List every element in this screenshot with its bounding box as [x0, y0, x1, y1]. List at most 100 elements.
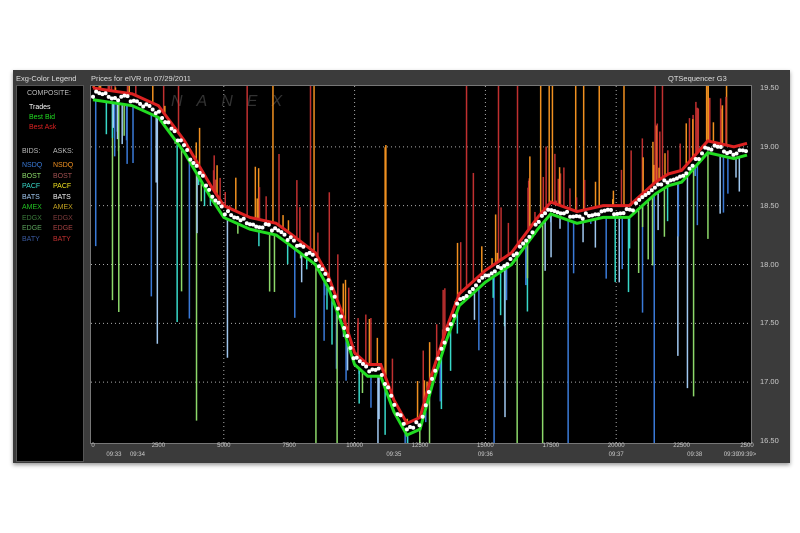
time-tick-label: 09:39>	[737, 452, 757, 458]
x-tick-label: 15000	[477, 443, 494, 449]
legend-ask-nsdq: NSDQ	[53, 162, 74, 169]
x-tick-label: 7500	[282, 443, 296, 449]
legend-bid-amex: AMEX	[22, 204, 42, 211]
trade-point	[743, 149, 748, 154]
trade-point	[219, 204, 224, 209]
time-tick-label: 09:37	[608, 452, 624, 458]
trade-point	[505, 262, 510, 267]
trade-point	[329, 286, 334, 291]
trade-point	[354, 355, 359, 360]
trade-point	[467, 289, 472, 294]
trade-point	[191, 160, 196, 165]
trade-point	[458, 297, 463, 302]
trade-point	[674, 176, 679, 181]
trade-point	[301, 244, 306, 249]
legend-ask-edge: EDGE	[53, 225, 73, 232]
trade-point	[125, 94, 130, 99]
trade-point	[263, 222, 268, 227]
trade-point	[662, 178, 667, 183]
trade-point	[370, 367, 375, 372]
trade-point	[185, 147, 190, 152]
trade-point	[357, 359, 362, 364]
trade-point	[514, 251, 519, 256]
trade-point	[379, 372, 384, 377]
trade-point	[389, 393, 394, 398]
x-tick-label: 17500	[542, 443, 560, 449]
x-tick-label: 2500	[740, 443, 754, 449]
x-tick-label: 22500	[673, 443, 690, 449]
trade-point	[637, 197, 642, 202]
trade-point	[470, 287, 475, 292]
trade-point	[690, 163, 695, 168]
best-ask-line	[92, 86, 748, 426]
trade-point	[304, 252, 309, 257]
trade-point	[546, 207, 551, 212]
trade-point	[721, 149, 726, 154]
chart-title: Prices for eIVR on 07/29/2011	[91, 74, 191, 83]
trade-point	[495, 264, 500, 269]
legend-bid-bost: BOST	[22, 172, 42, 180]
legend-ask-pacf: PACF	[53, 183, 72, 190]
legend-bid-nsdq: NSDQ	[22, 162, 43, 169]
legend-ask-amex: AMEX	[53, 204, 73, 211]
trade-point	[342, 325, 347, 330]
trade-point	[172, 129, 177, 134]
x-tick-label: 5000	[217, 443, 231, 449]
legend-item-best-ask: Best Ask	[29, 124, 57, 131]
trade-point	[492, 269, 497, 274]
trade-point	[257, 225, 262, 230]
legend-bid-edgx: EDGX	[22, 214, 42, 222]
trade-point	[445, 327, 450, 332]
time-tick-label: 09:38	[687, 452, 703, 458]
trade-point	[138, 101, 143, 106]
trade-point	[276, 228, 281, 233]
trade-point	[244, 221, 249, 226]
legend-item-best-bid: Best Bid	[29, 114, 56, 121]
trade-point	[640, 195, 645, 200]
trade-point	[577, 214, 582, 219]
trade-point	[693, 156, 698, 161]
trade-point	[156, 109, 161, 114]
x-tick-label: 2500	[151, 443, 166, 449]
trade-point	[298, 243, 303, 248]
trade-point	[442, 340, 447, 345]
trade-point	[706, 146, 711, 151]
trade-point	[555, 210, 560, 215]
trade-point	[323, 271, 328, 276]
legend-ask-bost: BOST	[53, 172, 73, 180]
trade-point	[100, 92, 105, 97]
trade-point	[360, 361, 365, 366]
trade-point	[106, 94, 111, 99]
trade-point	[681, 173, 686, 178]
trade-point	[536, 219, 541, 224]
trade-point	[618, 211, 623, 216]
trade-point	[731, 152, 736, 157]
trade-point	[411, 425, 416, 430]
trade-point	[207, 187, 212, 192]
trade-point	[175, 138, 180, 143]
legend-bid-baty: BATY	[22, 235, 40, 243]
y-tick-label: 19.00	[760, 141, 779, 151]
trade-point	[364, 364, 369, 369]
trade-point	[734, 151, 739, 156]
trade-point	[160, 116, 165, 121]
trade-point	[150, 107, 155, 112]
y-tick-label: 17.50	[760, 318, 779, 328]
trade-point	[709, 147, 714, 152]
trade-point	[91, 94, 95, 99]
trade-point	[307, 250, 312, 255]
trade-point	[568, 214, 573, 219]
trade-point	[615, 211, 620, 216]
trade-point	[178, 138, 183, 143]
trade-point	[254, 224, 259, 229]
trade-point	[524, 238, 529, 243]
time-tick-label: 09:33	[106, 452, 122, 458]
trade-point	[659, 182, 664, 187]
trade-point	[539, 213, 544, 218]
trade-point	[712, 143, 717, 148]
trade-point	[279, 230, 284, 235]
bids-label: BIDS:	[22, 148, 41, 155]
trade-point	[188, 157, 193, 162]
trade-point	[590, 213, 595, 218]
trade-point	[128, 99, 133, 104]
